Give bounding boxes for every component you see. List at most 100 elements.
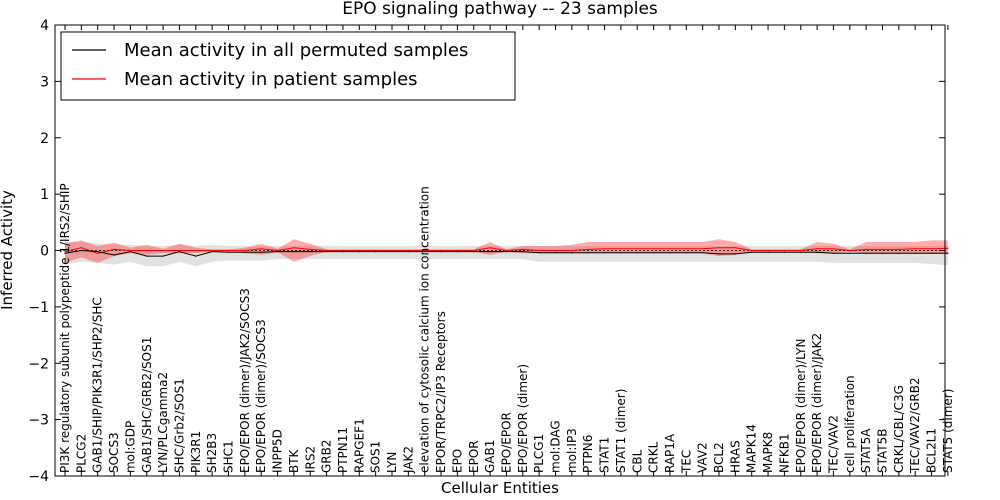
x-tick-label: STAT5B — [876, 429, 890, 474]
permuted-point — [865, 252, 867, 254]
x-tick-label: PTPN11 — [336, 427, 350, 473]
patient-point — [538, 249, 540, 252]
x-tick-label: PLCG2 — [74, 434, 88, 473]
permuted-point — [816, 251, 818, 253]
permuted-point — [391, 251, 393, 253]
patient-point — [129, 249, 131, 252]
x-tick-label: mol:GDP — [123, 421, 137, 473]
patient-point — [636, 248, 638, 250]
permuted-point — [260, 251, 262, 253]
x-tick-label: VAV2 — [696, 442, 710, 473]
x-tick-label: EPO/EPOR (dimer) — [516, 364, 530, 473]
x-tick-label: mol:DAG — [549, 420, 563, 473]
x-tick-label: PI3K regulatory subunit polypeptide 1/IR… — [58, 183, 72, 473]
x-tick-label: SOCS3 — [107, 432, 121, 473]
patient-point — [276, 249, 279, 252]
x-tick-label: STAT1 (dimer) — [614, 389, 628, 473]
x-tick-label: STAT5 (dimer) — [941, 389, 955, 473]
patient-point — [211, 249, 213, 252]
patient-point — [653, 248, 655, 250]
x-tick-label: EPO/EPOR — [499, 412, 513, 473]
x-tick-label: EPO/EPOR (dimer)/JAK2 — [810, 333, 824, 473]
patient-point — [244, 249, 246, 252]
patient-point — [293, 247, 295, 249]
patient-point — [881, 248, 884, 250]
permuted-point — [587, 252, 589, 254]
permuted-point — [162, 255, 164, 257]
permuted-point — [538, 252, 540, 254]
x-tick-label: STAT1 — [598, 437, 612, 473]
permuted-point — [342, 251, 344, 253]
patient-point — [930, 248, 933, 250]
patient-point — [309, 248, 311, 250]
x-tick-label: elevation of cytosolic calcium ion conce… — [418, 186, 432, 473]
plot-area — [55, 239, 949, 267]
patient-point — [914, 248, 916, 250]
permuted-point — [375, 251, 377, 253]
patient-point — [97, 252, 99, 254]
permuted-point — [783, 251, 786, 253]
patient-point — [849, 249, 851, 252]
patient-point — [685, 248, 687, 250]
patient-point — [554, 249, 557, 252]
patient-point — [865, 248, 867, 250]
x-tick-label: TEC/VAV2 — [826, 415, 840, 474]
patient-point — [816, 248, 818, 250]
x-axis-label: Cellular Entities — [441, 479, 559, 497]
x-tick-label: cell proliferation — [843, 375, 857, 473]
patient-point — [326, 249, 328, 252]
permuted-point — [620, 252, 622, 254]
permuted-point — [244, 251, 246, 253]
legend-label-permuted: Mean activity in all permuted samples — [124, 40, 468, 61]
permuted-point — [456, 251, 458, 253]
x-tick-label: LYN/PLCgamma2 — [156, 372, 170, 473]
permuted-point — [424, 251, 426, 253]
chart-title: EPO signaling pathway -- 23 samples — [342, 0, 658, 19]
permuted-point — [653, 252, 655, 254]
patient-point — [669, 248, 671, 250]
patient-point — [505, 249, 508, 252]
patient-point — [522, 248, 524, 250]
permuted-point — [113, 254, 115, 256]
x-tick-label: SH2B3 — [205, 433, 219, 473]
permuted-point — [702, 252, 704, 254]
patient-point — [162, 249, 164, 252]
permuted-point — [800, 251, 802, 253]
patient-point — [342, 249, 344, 252]
permuted-point — [407, 251, 409, 253]
patient-point — [718, 247, 720, 249]
patient-point — [832, 248, 835, 250]
permuted-point — [64, 252, 66, 254]
permuted-point — [554, 252, 557, 254]
permuted-point — [473, 251, 475, 253]
patient-point — [358, 249, 360, 252]
permuted-point — [326, 251, 328, 253]
permuted-point — [685, 252, 687, 254]
x-tick-label: MAPK14 — [745, 424, 759, 473]
patient-point — [375, 249, 377, 252]
x-tick-label: LYN — [385, 452, 399, 473]
patient-point — [702, 248, 704, 250]
permuted-point — [211, 251, 213, 253]
patient-point — [767, 249, 769, 252]
x-tick-label: CRKL/CBL/C3G — [892, 385, 906, 473]
patient-point — [489, 247, 491, 249]
patient-point — [195, 249, 197, 252]
permuted-point — [178, 251, 181, 253]
patient-point — [407, 249, 409, 252]
permuted-point — [718, 253, 720, 255]
patient-point — [113, 248, 115, 250]
x-tick-label: EPO — [450, 449, 464, 473]
x-tick-label: STAT5A — [859, 428, 873, 473]
patient-point — [227, 249, 230, 252]
x-tick-label: GAB1 — [483, 440, 497, 473]
permuted-point — [195, 255, 197, 257]
x-tick-label: EPOR — [467, 440, 481, 473]
patient-point — [751, 249, 753, 252]
permuted-point — [309, 251, 311, 253]
patient-point — [734, 247, 736, 249]
patient-point — [620, 248, 622, 250]
x-tick-label: BTK — [287, 448, 301, 473]
x-tick-label: PTPN6 — [581, 435, 595, 473]
y-axis: 4 3 2 1 0 −1 −2 −3 −4 — [28, 18, 945, 485]
